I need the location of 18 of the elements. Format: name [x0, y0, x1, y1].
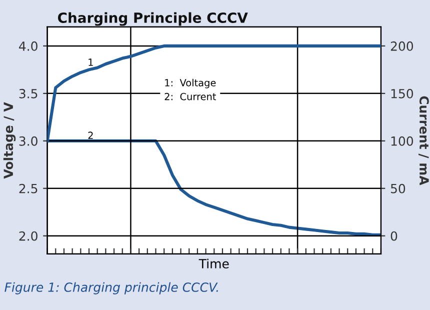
y2-axis-title: Current / mA: [418, 96, 429, 186]
y-tick-label: 3.5: [19, 88, 38, 98]
annotation: 1: Voltage 2: Current: [164, 78, 216, 100]
x-axis-title: Time: [198, 258, 229, 268]
y-tick-label: 3.0: [19, 136, 38, 146]
y-tick-label: 4.0: [19, 41, 38, 51]
y2-tick-label: 200: [390, 41, 414, 51]
annotation: 2: [88, 132, 93, 139]
y2-tick-label: 0: [390, 231, 398, 241]
y-tick-label: 2.0: [19, 231, 38, 241]
chart-title: Charging Principle CCCV: [58, 12, 248, 26]
y2-tick-label: 150: [391, 88, 414, 98]
annotation: 1: [88, 58, 93, 66]
y2-tick-label: 50: [390, 184, 406, 194]
caption: Figure 1: Charging principle CCCV.: [4, 282, 218, 294]
y-tick-label: 2.5: [19, 184, 38, 194]
y2-tick-label: 100: [391, 136, 414, 146]
y-axis-title: Voltage / V: [3, 102, 16, 179]
